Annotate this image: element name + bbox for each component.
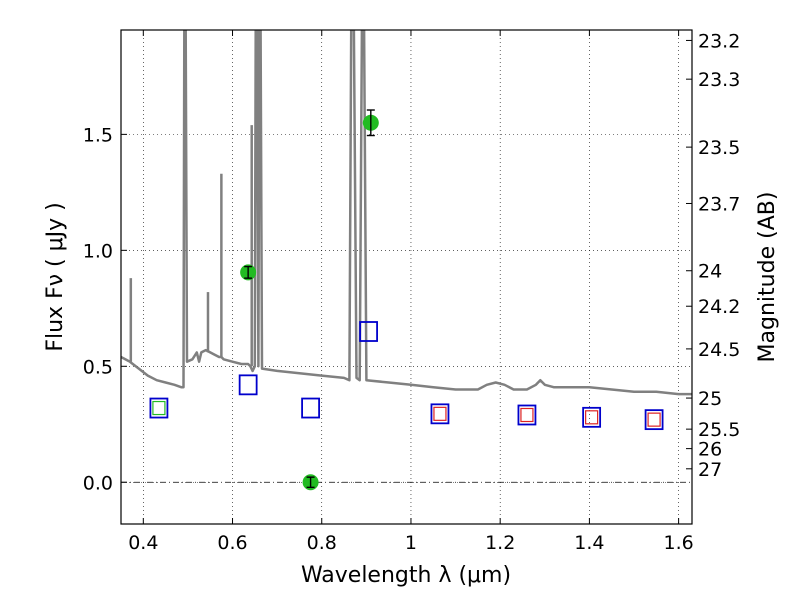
model-photometry-square <box>517 404 537 426</box>
model-photometry-inner-square <box>433 406 447 421</box>
y-tick-label: 1.5 <box>83 124 113 146</box>
y2-tick-label: 25 <box>698 388 722 410</box>
model-photometry-square <box>430 403 450 425</box>
x-tick-label: 1.2 <box>485 532 515 554</box>
axes: 0.4 0.6 0.8 1 1.2 1.4 1.6 0.0 0.5 1.0 1.5 23.2 23.3 2… <box>83 30 740 554</box>
model-photometry-inner-square <box>585 410 599 425</box>
x-tick-label: 1 <box>405 532 417 554</box>
x-tick-label: 0.6 <box>217 532 247 554</box>
y2-tick-label: 23.2 <box>698 30 740 52</box>
x-tick-label: 0.4 <box>128 532 158 554</box>
x-tick-label: 0.8 <box>307 532 337 554</box>
y2-tick-label: 23.3 <box>698 69 740 91</box>
y2-tick-label: 23.7 <box>698 193 740 215</box>
y2-tick-label: 27 <box>698 459 722 481</box>
y2-tick-label: 23.5 <box>698 137 740 159</box>
grid <box>121 30 692 524</box>
y-tick-label: 0.5 <box>83 356 113 378</box>
model-photometry-inner-square <box>647 412 661 427</box>
y-tick-label: 0.0 <box>83 472 113 494</box>
plot-area <box>121 30 692 491</box>
y2-axis-label: Magnitude (AB) <box>755 192 780 363</box>
y-axis-label: Flux Fν ( μJy ) <box>43 202 68 351</box>
model-photometry-square <box>149 397 169 419</box>
x-axis-label: Wavelength λ (μm) <box>301 563 511 588</box>
y-tick-label: 1.0 <box>83 240 113 262</box>
y2-tick-label: 26 <box>698 439 722 461</box>
model-photometry-square <box>644 409 664 431</box>
x-tick-label: 1.4 <box>574 532 604 554</box>
x-tick-label: 1.6 <box>664 532 694 554</box>
y2-tick-label: 24.2 <box>698 296 740 318</box>
model-photometry-inner-square <box>520 407 534 423</box>
model-photometry-square <box>359 321 378 342</box>
y2-tick-label: 25.5 <box>698 419 740 441</box>
y2-tick-label: 24.5 <box>698 339 740 361</box>
model-photometry-square <box>301 397 320 419</box>
model-photometry-square <box>238 374 258 396</box>
model-spectrum-line <box>121 30 692 396</box>
y2-tick-label: 24 <box>698 261 722 283</box>
plot-frame <box>120 29 693 525</box>
model-photometry-square <box>582 406 602 428</box>
model-photometry-inner-square <box>152 400 166 416</box>
